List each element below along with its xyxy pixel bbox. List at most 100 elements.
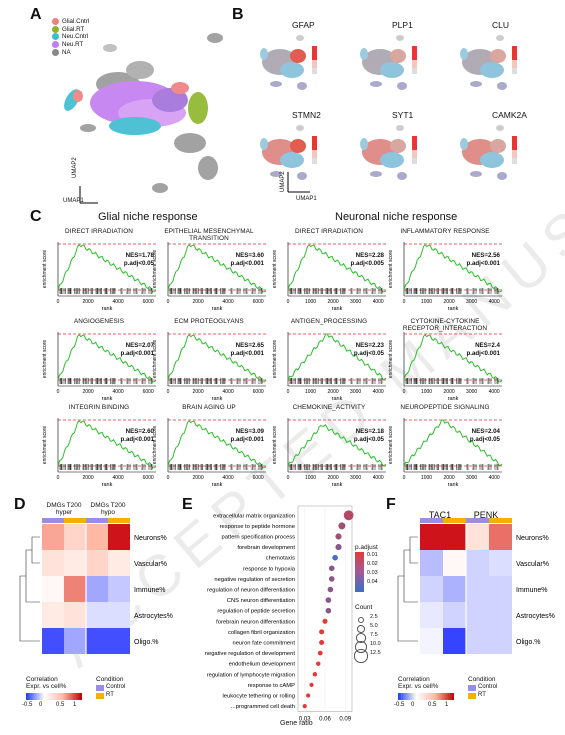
row-label: Vascular% [516,561,549,568]
heat-cell [64,628,86,654]
enrichment-curve [403,334,503,383]
heat-cell [42,524,64,550]
y-label: enrichment score [42,426,48,465]
gsea-svg: 0 2000 4000 6000 enrichment score rank [152,242,267,310]
f-condition-swatch-1 [468,693,476,699]
x-label: rank [102,482,113,486]
x-tick: 1000 [421,299,432,305]
gsea-stats: NES=2.04 p.adj<0.05 [470,428,500,444]
gsea-title: EPITHELIAL MESENCHYMAL TRANSITION [164,228,254,242]
heat-cell [42,550,64,576]
nes-value: NES=2.56 [471,252,500,259]
heat-cell [420,524,443,550]
x-tick: 3000 [350,389,361,395]
heat-cell [86,524,108,550]
enrichment-curve [167,420,267,469]
heat-cell [86,628,108,654]
heat-cell [420,550,443,576]
gsea-plot-9: BRAIN AGING UP 0 2000 4000 6000 enrichment sc… [148,404,270,486]
x-label: rank [332,396,343,400]
gsea-svg: 0 2000 4000 6000 enrichment score rank [152,332,267,400]
enrichment-dot [316,661,321,666]
gsea-plot-8: INTEGRIN BINDING 0 2000 4000 6000 enrichment … [38,404,160,486]
term-label: regulation of peptide secretion [217,609,295,615]
condition-strip-control [420,518,443,523]
x-tick: 0.06 [319,716,331,722]
term-label: ...programmed cell death [231,704,295,710]
padj-tick: 0.04 [367,579,378,585]
condition-strip-rt [108,518,130,523]
gsea-plot-5: ECM PROTEOGLYANS 0 2000 4000 6000 enrichment … [148,318,270,400]
enrichment-curve [167,334,267,383]
e-count-title: Count [355,604,373,611]
d-corr-bar [26,693,82,700]
padj-value: p.adj<0.05 [353,436,384,443]
heat-cell [443,602,466,628]
row-dendrogram [397,536,418,642]
term-label: extracellular matrix organization [213,513,295,519]
x-tick: 0 [167,389,170,395]
legend-item-2: Neu.Cntrl [52,33,89,41]
e-padj-title: p.adjust [355,544,378,551]
heat-cell [64,576,86,602]
gsea-stats: NES=3.60 p.adj<0.001 [230,252,264,268]
x-tick: 0 [57,299,60,305]
gsea-svg: 0 1000 2000 3000 4000 enrichment score rank [388,418,503,486]
feature-plot-STMN2 [260,125,317,180]
x-label: rank [102,306,113,310]
heatmap-f: Neurons% Vascular% Immune% Astrocytes% Oligo… [397,518,555,654]
nes-value: NES=2.18 [355,428,384,435]
enrichment-dot [325,607,332,614]
enrichment-dot [325,597,332,603]
e-padj-bar [355,552,364,592]
x-tick: 3000 [350,299,361,305]
x-tick: 6000 [253,389,264,395]
d-condition-label-0: Control [106,684,126,690]
gene-title-CLU: CLU [492,20,510,30]
enrichment-curve [57,244,157,293]
gsea-svg: 0 2000 4000 6000 enrichment score rank [42,332,157,400]
y-label: enrichment score [272,426,278,465]
gsea-plot-11: NEUROPEPTIDE SIGNALING 0 1000 2000 3000 4000 e… [384,404,506,486]
padj-value: p.adj<0.005 [350,260,384,267]
count-circle [358,617,364,623]
d-col-header-2: DMGs T200 hypo [90,502,126,516]
feature-plot-GFAP [260,35,317,90]
legend-item-0: Glial.Cntrl [52,18,89,26]
x-label: rank [212,306,223,310]
x-tick: 4000 [113,475,124,481]
f-condition-label-1: RT [478,692,486,698]
legend-item-4: NA [52,48,89,57]
d-condition-label-1: RT [106,692,114,698]
gsea-stats: NES=3.09 p.adj<0.001 [230,428,264,444]
gsea-stats: NES=2.28 p.adj<0.005 [350,252,384,268]
x-label: rank [448,396,459,400]
feature-plot-CAMK2A [460,125,517,180]
enrichment-dot [319,639,325,646]
f-col-header-1: TAC1 [428,510,452,520]
padj-tick: 0.01 [367,552,378,558]
gsea-svg: 0 1000 2000 3000 4000 enrichment score rank [272,242,387,310]
nes-value: NES=2.23 [355,342,384,349]
legend-label: Glial.RT [62,25,85,33]
enrichment-dot [312,672,318,677]
row-label: Oligo.% [516,639,541,646]
f-corr-tick: 0.5 [428,702,437,708]
x-tick: 0 [403,475,406,481]
x-tick: 4000 [373,475,384,481]
panel-b-label: B [232,6,244,23]
row-label: Astrocytes% [134,613,173,620]
count-tick: 7.5 [370,632,378,638]
count-circle [357,625,365,633]
f-condition-title: Condition [468,676,496,683]
d-condition-swatch-1 [96,693,104,699]
x-tick: 1000 [305,389,316,395]
heat-cell [443,576,466,602]
x-tick: 2000 [444,475,455,481]
x-tick: 0 [287,299,290,305]
enrichment-dot [338,522,346,530]
enrichment-curve [167,244,267,293]
gsea-stats: NES=2.23 p.adj<0.05 [354,342,384,358]
padj-value: p.adj<0.05 [469,436,500,443]
heat-cell [108,602,130,628]
